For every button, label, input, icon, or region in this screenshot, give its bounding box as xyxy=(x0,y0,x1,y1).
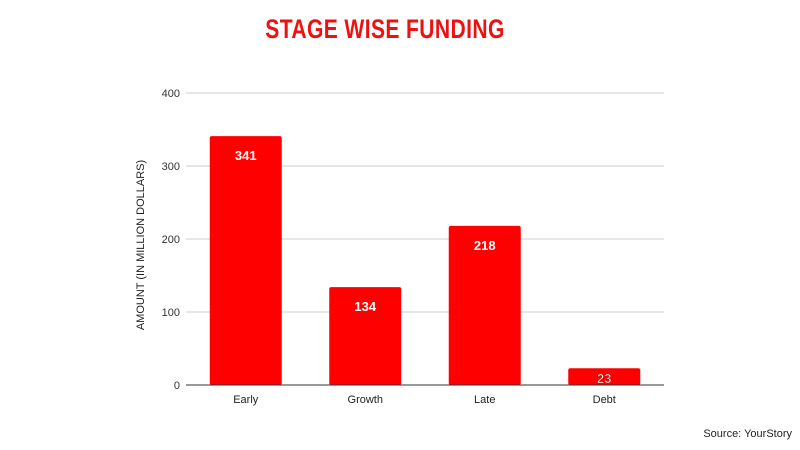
data-label-growth: 134 xyxy=(354,299,376,314)
y-tick-label: 400 xyxy=(162,88,180,100)
y-tick-label: 300 xyxy=(162,161,180,173)
x-tick-label: Late xyxy=(474,394,495,406)
x-tick-label: Early xyxy=(233,394,259,406)
x-tick-label: Debt xyxy=(593,394,616,406)
x-axis-ticks: Early Growth Late Debt xyxy=(233,394,616,406)
y-axis-label: AMOUNT (IN MILLION DOLLARS) xyxy=(135,160,147,330)
y-tick-label: 100 xyxy=(162,307,180,319)
data-label-early: 341 xyxy=(235,148,257,163)
y-tick-label: 200 xyxy=(162,234,180,246)
bar-debt xyxy=(568,368,641,385)
chart-title: STAGE WISE FUNDING xyxy=(265,14,505,44)
data-label-late: 218 xyxy=(474,238,496,253)
data-labels: 341 134 218 23 xyxy=(235,148,612,386)
bars xyxy=(209,136,641,385)
y-axis-ticks: 0 100 200 300 400 xyxy=(162,88,180,392)
bar-growth xyxy=(329,287,402,385)
bar-late xyxy=(448,225,521,385)
source-note: Source: YourStory xyxy=(703,428,792,440)
y-tick-label: 0 xyxy=(174,380,180,392)
data-label-debt: 23 xyxy=(597,371,611,386)
bar-early xyxy=(209,136,282,385)
x-tick-label: Growth xyxy=(348,394,383,406)
